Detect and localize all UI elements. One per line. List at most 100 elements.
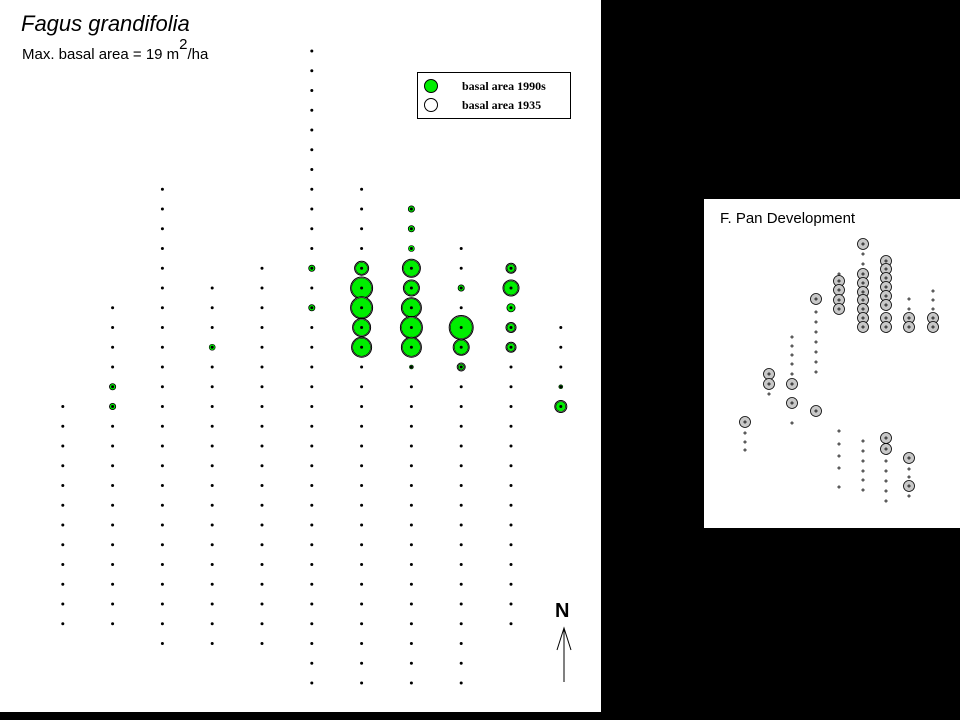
plot-center-dot (360, 345, 364, 349)
legend: basal area 1990s basal area 1935 (417, 72, 571, 119)
plot-center-dot (360, 385, 364, 389)
plot-center-dot (360, 642, 364, 645)
plot-center-dot (260, 365, 264, 369)
north-arrow-head (556, 626, 572, 651)
plot-center-dot (360, 503, 364, 507)
plot-center-dot (260, 543, 264, 547)
inset-title: F. Pan Development (720, 210, 856, 227)
plot-center-dot (310, 523, 314, 527)
plot-center-dot (459, 424, 463, 428)
legend-swatch-1990s (424, 79, 438, 93)
plot-center-dot (111, 622, 115, 626)
plot-center-dot (61, 464, 65, 468)
plot-center-dot (260, 523, 264, 527)
plot-center-dot (409, 464, 413, 468)
plot-center-dot (509, 405, 513, 408)
plot-center-dot (409, 345, 413, 349)
plot-map (61, 49, 572, 685)
plot-center-dot (111, 582, 115, 586)
plot-center-dot (409, 523, 413, 527)
plot-center-dot (509, 424, 513, 428)
inset-panel: F. Pan Development (704, 199, 960, 528)
plot-center-dot (310, 464, 314, 468)
legend-item-1935: basal area 1935 (424, 96, 541, 114)
plot-center-dot (509, 523, 513, 527)
plot-center-dot (210, 602, 214, 606)
plot-center-dot (459, 661, 463, 665)
plot-center-dot (509, 326, 513, 329)
plot-center-dot (509, 266, 513, 270)
plot-center-dot (409, 444, 413, 448)
plot-center-dot (509, 345, 513, 349)
plot-center-dot (160, 464, 164, 468)
plot-center-dot (210, 365, 214, 369)
plot-center-dot (160, 286, 164, 290)
plot-center-dot (160, 523, 164, 527)
plot-center-dot (509, 582, 513, 586)
plot-center-dot (409, 661, 413, 665)
plot-center-dot (409, 681, 413, 685)
plot-center-dot (310, 207, 314, 211)
plot-center-dot (310, 168, 314, 171)
plot-center-dot (310, 681, 314, 685)
plot-center-dot (360, 424, 364, 428)
plot-center-dot (459, 444, 463, 448)
plot-center-dot (409, 543, 413, 547)
plot-center-dot (459, 503, 463, 507)
plot-center-dot (210, 642, 214, 645)
plot-center-dot (310, 582, 314, 586)
plot-center-dot (61, 424, 65, 428)
plot-center-dot (210, 523, 214, 527)
plot-center-dot (111, 484, 115, 487)
plot-center-dot (260, 345, 264, 349)
plot-center-dot (260, 622, 264, 626)
plot-center-dot (409, 622, 413, 626)
plot-center-dot (260, 563, 264, 566)
species-title: Fagus grandifolia (21, 11, 190, 36)
plot-center-dot (509, 602, 513, 606)
plot-center-dot (260, 405, 264, 408)
plot-center-dot (360, 306, 364, 310)
plot-center-dot (111, 405, 115, 408)
plot-center-dot (260, 464, 264, 468)
plot-center-dot (210, 563, 214, 566)
max-basal-superscript: 2 (179, 36, 188, 53)
plot-center-dot (310, 128, 314, 132)
plot-center-dot (260, 385, 264, 389)
plot-center-dot (459, 286, 463, 290)
plot-center-dot (210, 405, 214, 408)
main-map-panel: Fagus grandifolia Max. basal area = 19 m… (0, 0, 601, 712)
plot-center-dot (210, 306, 214, 310)
plot-center-dot (210, 286, 214, 290)
plot-center-dot (459, 622, 463, 626)
plot-center-dot (310, 484, 314, 487)
plot-center-dot (409, 385, 413, 389)
plot-center-dot (310, 148, 314, 152)
legend-swatch-1935 (424, 98, 438, 112)
plot-center-dot (459, 523, 463, 527)
plot-center-dot (409, 484, 413, 487)
plot-center-dot (160, 306, 164, 310)
plot-center-dot (260, 306, 264, 310)
plot-center-dot (310, 49, 314, 53)
plot-center-dot (160, 385, 164, 389)
plot-center-dot (310, 345, 314, 349)
plot-center-dot (160, 266, 164, 270)
plot-center-dot (310, 543, 314, 547)
plot-center-dot (260, 424, 264, 428)
plot-center-dot (360, 563, 364, 566)
plot-center-dot (310, 306, 314, 310)
plot-center-dot (61, 582, 65, 586)
plot-center-dot (509, 563, 513, 566)
plot-center-dot (360, 582, 364, 586)
plot-center-dot (310, 622, 314, 626)
plot-center-dot (459, 464, 463, 468)
plot-center-dot (210, 484, 214, 487)
plot-center-dot (360, 286, 364, 290)
plot-center-dot (459, 642, 463, 645)
plot-center-dot (509, 484, 513, 487)
plot-center-dot (559, 365, 563, 369)
plot-center-dot (160, 444, 164, 448)
plot-center-dot (459, 602, 463, 606)
plot-center-dot (160, 622, 164, 626)
